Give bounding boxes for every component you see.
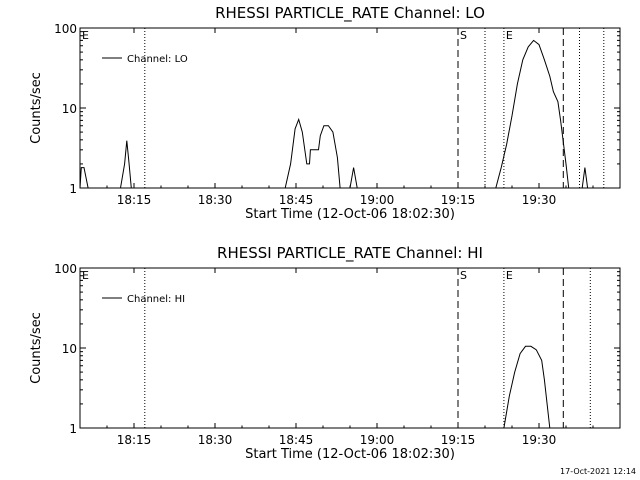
panel2-y-tick-label: 100: [54, 262, 77, 276]
panel1-legend-label: Channel: LO: [127, 54, 188, 65]
panel2-legend-label: Channel: HI: [127, 294, 185, 305]
panel1-plot-frame: [79, 27, 621, 189]
panel1-x-tick-label: 19:00: [360, 193, 395, 207]
panel2-edge-marker-label: E: [82, 269, 89, 282]
panel1-y-tick-label: 10: [62, 102, 77, 116]
panel1-edge-marker-label: E: [82, 29, 89, 42]
panel2-series-line: [503, 345, 551, 429]
panel1-chart-title: RHESSI PARTICLE_RATE Channel: LO: [215, 4, 485, 23]
panel1-y-tick-label: 100: [54, 22, 77, 36]
panel2-event-marker-label: S: [460, 269, 467, 282]
panel1-x-tick-label: 18:30: [198, 193, 233, 207]
panel1-series-line: [79, 39, 589, 189]
panel2-x-tick-label: 19:00: [360, 433, 395, 447]
panel2-x-axis-label: Start Time (12-Oct-06 18:02:30): [245, 447, 455, 462]
panel1-x-axis-label: Start Time (12-Oct-06 18:02:30): [245, 207, 455, 222]
panel2-x-tick-label: 18:45: [279, 433, 314, 447]
panel2-y-axis-label: Counts/sec: [29, 312, 44, 384]
panel2-chart-title: RHESSI PARTICLE_RATE Channel: HI: [217, 244, 483, 263]
panel1-x-tick-label: 19:15: [441, 193, 476, 207]
panel2-x-tick-label: 18:15: [117, 433, 152, 447]
panel2-x-tick-label: 19:15: [441, 433, 476, 447]
panel1-y-axis-label: Counts/sec: [29, 72, 44, 144]
panel1-x-tick-label: 19:30: [522, 193, 557, 207]
panel2-x-tick-label: 18:30: [198, 433, 233, 447]
panel2-y-tick-label: 1: [69, 422, 77, 436]
panel1-x-tick-label: 18:15: [117, 193, 152, 207]
panel2-x-tick-label: 19:30: [522, 433, 557, 447]
panel1-event-marker-label: E: [506, 29, 513, 42]
panel1-event-marker-label: S: [460, 29, 467, 42]
panel2-plot-frame: [79, 267, 621, 429]
panel1-y-tick-label: 1: [69, 182, 77, 196]
panel2-event-marker-label: E: [506, 269, 513, 282]
panel2-y-tick-label: 10: [62, 342, 77, 356]
panel1-x-tick-label: 18:45: [279, 193, 314, 207]
